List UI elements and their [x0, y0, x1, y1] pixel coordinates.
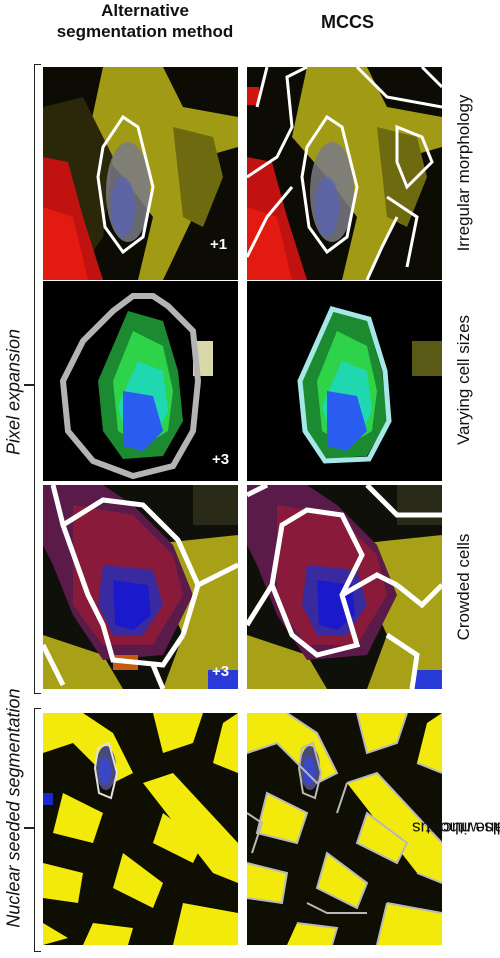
row-label-no-nucleus-line2: in-plane nucleus [412, 818, 500, 838]
panel-irregular-mccs [247, 67, 442, 280]
pixel-expansion-bracket [34, 64, 41, 694]
nuclear-seeded-bracket [34, 708, 41, 952]
header-alternative-line2: segmentation method [56, 22, 234, 41]
header-alternative-line1: Alternative [101, 1, 189, 20]
panel-varying-mccs [247, 281, 442, 481]
panel-irregular-alternative [43, 67, 238, 280]
badge-varying: +3 [212, 451, 230, 468]
badge-irregular: +1 [210, 236, 228, 253]
nuclear-seeded-tick [24, 827, 34, 829]
panel-varying-alternative [43, 281, 238, 481]
header-alternative-method: Alternative segmentation method [40, 0, 250, 42]
panel-crowded-alternative [43, 485, 238, 689]
panel-no-nucleus-mccs [247, 713, 442, 945]
badge-crowded: +3 [212, 663, 230, 680]
header-mccs: MCCS [321, 12, 374, 32]
pixel-expansion-tick [24, 384, 34, 386]
panel-crowded-mccs [247, 485, 442, 689]
panel-no-nucleus-alternative [43, 713, 238, 945]
